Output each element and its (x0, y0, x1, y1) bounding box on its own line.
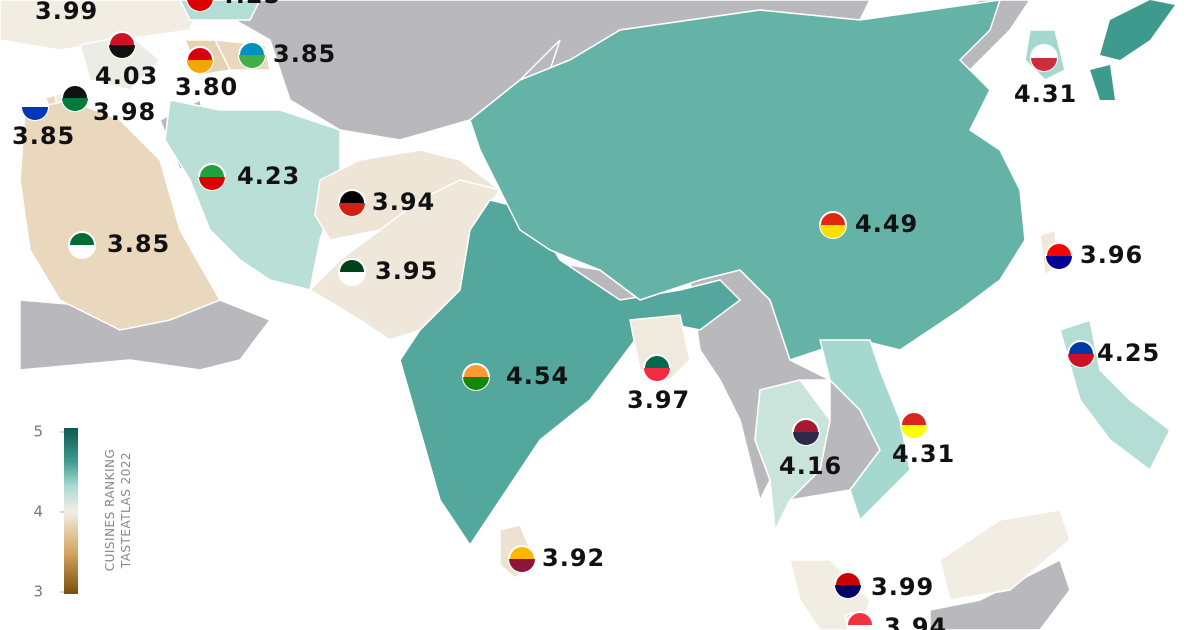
value-label: 4.03 (95, 62, 158, 90)
flag-bottom (69, 245, 95, 258)
value-label: 4.16 (779, 452, 842, 480)
flag-bottom (1046, 256, 1072, 269)
legend-bar (64, 428, 78, 594)
flag-bottom (793, 432, 819, 445)
country-region (819, 339, 911, 522)
flag-bottom (847, 625, 873, 630)
value-label: 3.85 (12, 122, 75, 150)
value-label: 4.31 (892, 440, 955, 468)
country-region (754, 379, 831, 533)
legend-tick-label: 4 (33, 503, 43, 521)
flag-bottom (22, 107, 48, 120)
value-label: 3.99 (871, 573, 934, 601)
value-label: 4.31 (1014, 80, 1077, 108)
legend: CUISINES RANKING TASTEATLAS 2022 5 4 3 (33, 423, 133, 601)
flag-bottom (187, 0, 213, 11)
flag-bottom (1031, 58, 1057, 71)
value-label: 3.96 (1080, 241, 1143, 269)
land (1100, 0, 1175, 60)
value-label: 3.94 (884, 613, 947, 630)
flag-bottom (109, 45, 135, 58)
country-region (469, 0, 1026, 361)
legend-title: CUISINES RANKING (103, 449, 117, 572)
flag-bottom (239, 55, 265, 68)
value-label: 4.49 (855, 210, 918, 238)
flag-bottom (62, 98, 88, 111)
value-label: 3.95 (375, 257, 438, 285)
land (929, 558, 1071, 630)
flag-bottom (339, 272, 365, 285)
other-teal-land (1090, 0, 1175, 100)
value-label: 4.54 (506, 362, 569, 390)
legend-title: TASTEATLAS 2022 (119, 452, 133, 569)
value-label: 3.99 (35, 0, 98, 25)
value-label: 4.23 (237, 162, 300, 190)
flag-bottom (835, 585, 861, 598)
country-region (19, 99, 222, 331)
value-label: 3.97 (627, 386, 690, 414)
flag-bottom (199, 177, 225, 190)
value-label: 3.94 (372, 188, 435, 216)
value-label: 3.92 (542, 544, 605, 572)
legend-tick-label: 3 (33, 583, 43, 601)
flag-bottom (339, 203, 365, 216)
flag-bottom (463, 377, 489, 390)
value-label: 3.98 (93, 98, 156, 126)
land (1090, 65, 1115, 100)
labels: 3.99 4.25 4.03 3.85 3.80 3.98 3.85 4.23 3.85 3.94… (12, 0, 1160, 630)
value-label: 4.25 (218, 0, 281, 9)
value-label: 4.25 (1097, 339, 1160, 367)
flag-bottom (820, 225, 846, 238)
flag-bottom (509, 559, 535, 572)
regions (0, 0, 1171, 630)
value-label: 3.85 (273, 40, 336, 68)
country-region (789, 509, 1071, 630)
flag-bottom (187, 60, 213, 73)
flag-bottom (901, 425, 927, 438)
value-label: 3.80 (175, 73, 238, 101)
country-region (399, 199, 742, 547)
flag-bottom (1068, 354, 1094, 367)
flag-bottom (644, 368, 670, 381)
value-label: 3.85 (107, 230, 170, 258)
legend-tick-label: 5 (33, 423, 43, 441)
